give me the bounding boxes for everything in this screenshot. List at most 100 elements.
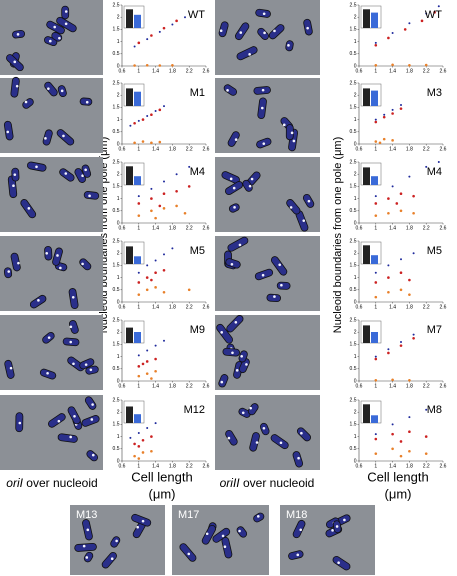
focus bbox=[221, 534, 225, 538]
x-tick-label: 1.4 bbox=[389, 225, 396, 231]
blue-point bbox=[175, 173, 178, 176]
y-tick-label: 0.5 bbox=[350, 366, 357, 372]
red-point bbox=[162, 192, 166, 196]
focus bbox=[6, 130, 10, 134]
orange-point bbox=[408, 293, 411, 296]
red-point bbox=[162, 268, 166, 272]
inset-bar bbox=[371, 12, 378, 28]
blue-point bbox=[184, 16, 186, 19]
focus bbox=[263, 31, 266, 35]
y-tick-label: 0 bbox=[354, 63, 357, 69]
blue-point bbox=[408, 175, 411, 178]
orange-point bbox=[150, 209, 153, 213]
orange-point bbox=[171, 63, 174, 67]
focus bbox=[64, 10, 68, 13]
red-point bbox=[137, 202, 141, 205]
x-tick-label: 2.6 bbox=[203, 225, 210, 231]
blue-point bbox=[437, 161, 440, 163]
cell bbox=[257, 27, 269, 40]
x-tick-label: 0.6 bbox=[356, 68, 363, 74]
x-tick-label: 1.8 bbox=[169, 304, 176, 310]
focus bbox=[255, 441, 259, 444]
red-point bbox=[424, 435, 428, 438]
focus bbox=[12, 184, 15, 188]
focus bbox=[219, 29, 223, 32]
focus bbox=[47, 87, 50, 90]
red-point bbox=[374, 357, 378, 361]
cell bbox=[84, 396, 97, 410]
caption: oriI over nucleoid bbox=[6, 476, 97, 490]
orange-point bbox=[399, 454, 403, 458]
focus bbox=[81, 262, 84, 266]
y-tick-label: 2 bbox=[117, 172, 120, 178]
y-tick-label: 0 bbox=[117, 141, 120, 147]
inset-bar bbox=[363, 404, 370, 423]
y-tick-label: 1.5 bbox=[113, 422, 120, 428]
image-label: M18 bbox=[286, 509, 307, 521]
scatter-plot: 0 0.5 1 1.5 2 2.5 0.6 1 1.4 1.8 2.2 2.6 WT bbox=[350, 2, 447, 74]
x-tick-label: 1.8 bbox=[406, 68, 413, 74]
cell bbox=[332, 555, 351, 571]
inset-bar bbox=[371, 255, 378, 264]
focus bbox=[282, 123, 286, 127]
blue-point bbox=[400, 340, 402, 343]
y-tick-label: 2.5 bbox=[350, 2, 357, 8]
y-tick-label: 0 bbox=[117, 299, 120, 305]
cell bbox=[227, 236, 249, 252]
blue-point bbox=[137, 195, 140, 198]
red-point bbox=[141, 438, 145, 442]
red-point bbox=[374, 43, 378, 47]
focus bbox=[240, 354, 243, 358]
orange-point bbox=[424, 452, 428, 455]
blue-point bbox=[154, 344, 157, 347]
focus bbox=[37, 299, 40, 302]
x-tick-label: 1.8 bbox=[169, 383, 176, 389]
focus bbox=[273, 29, 276, 33]
blue-point bbox=[437, 5, 440, 8]
red-point bbox=[403, 28, 407, 31]
cell bbox=[238, 358, 250, 374]
blue-point bbox=[163, 105, 165, 108]
y-axis-label: Nucleoid boundaries from one pole (μm) bbox=[332, 137, 344, 334]
focus bbox=[250, 177, 254, 181]
scatter-plot: 0 0.5 1 1.5 2 2.5 0.6 1 1.4 1.8 2.2 2.6 M5 bbox=[350, 238, 447, 310]
y-tick-label: 0.5 bbox=[113, 129, 120, 135]
cell bbox=[29, 294, 47, 309]
orange-point bbox=[424, 63, 428, 67]
x-tick-label: 2.6 bbox=[203, 463, 210, 469]
blue-point bbox=[425, 12, 428, 15]
inset-bar bbox=[134, 14, 141, 28]
focus bbox=[335, 525, 339, 528]
focus bbox=[59, 266, 62, 270]
cell bbox=[10, 252, 21, 272]
blue-point bbox=[391, 185, 394, 188]
focus bbox=[280, 283, 283, 287]
y-tick-label: 0 bbox=[354, 299, 357, 305]
inset-bar bbox=[363, 325, 370, 343]
orange-point bbox=[141, 451, 145, 454]
focus bbox=[88, 194, 91, 198]
focus bbox=[249, 406, 252, 410]
y-tick-label: 2 bbox=[354, 93, 357, 99]
inset-bar bbox=[371, 90, 378, 106]
orange-point bbox=[187, 288, 191, 292]
focus bbox=[18, 421, 22, 425]
micrograph-bg bbox=[0, 236, 103, 311]
y-tick-label: 0.5 bbox=[113, 287, 120, 293]
red-point bbox=[374, 437, 378, 441]
x-tick-label: 2.6 bbox=[203, 68, 210, 74]
focus bbox=[136, 525, 139, 529]
blue-point bbox=[163, 339, 165, 342]
cell bbox=[59, 168, 75, 182]
orange-point bbox=[391, 139, 394, 142]
y-tick-label: 0.5 bbox=[113, 366, 120, 372]
x-tick-label: 1 bbox=[374, 225, 377, 231]
cell bbox=[226, 315, 244, 333]
blue-point bbox=[150, 187, 153, 190]
blue-point bbox=[408, 22, 411, 25]
caption: oriII over nucleoid bbox=[220, 476, 315, 490]
y-tick-label: 1 bbox=[117, 275, 120, 281]
focus bbox=[296, 553, 300, 557]
x-tick-label: 1.4 bbox=[152, 146, 159, 152]
panel-label: M12 bbox=[184, 404, 205, 416]
